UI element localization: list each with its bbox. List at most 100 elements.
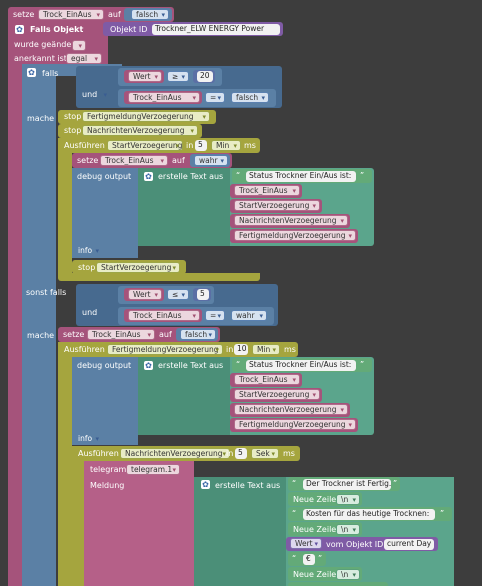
ack-dropdown[interactable]: egal [66, 53, 102, 64]
item-dropdown[interactable]: StartVerzoegerung [234, 200, 320, 211]
timer-start-dropdown[interactable]: StartVerzoegerung [107, 140, 183, 151]
stop-label: stop [64, 112, 82, 121]
telegram-block[interactable] [84, 461, 194, 586]
timer-fertig-dropdown[interactable]: FertigmeldungVerzoegerung [107, 344, 223, 355]
false-dropdown[interactable]: falsch [231, 92, 269, 103]
num-20[interactable]: 20 [197, 71, 213, 82]
timer-start-dropdown[interactable]: StartVerzoegerung [96, 262, 180, 273]
status-text[interactable]: Status Trockner Ein/Aus ist: [246, 171, 356, 182]
setze-label: setze [77, 156, 99, 165]
ms-label: ms [283, 449, 295, 458]
timer-nachricht-dropdown[interactable]: NachrichtenVerzoegerung [120, 448, 230, 459]
in-label: in [226, 449, 234, 458]
item-dropdown[interactable]: Trock_EinAus [234, 185, 300, 196]
item-dropdown[interactable]: NachrichtenVerzoegerung [234, 404, 348, 415]
trigger-block-spine[interactable] [8, 22, 22, 586]
num-5[interactable]: 5 [197, 289, 209, 300]
true-dropdown[interactable]: wahr [194, 155, 228, 166]
timer-nachricht-dropdown[interactable]: NachrichtenVerzoegerung [82, 125, 198, 136]
gear-icon[interactable]: ✿ [27, 68, 36, 77]
op-eq-dropdown[interactable]: = [205, 92, 225, 103]
mache-label: mache [27, 114, 55, 123]
duration-5[interactable]: 5 [195, 140, 207, 151]
debug-label: debug output [77, 361, 132, 370]
status-text[interactable]: Status Trockner Ein/Aus ist: [246, 360, 356, 371]
quote-icon: “ [292, 554, 297, 563]
run-timer-spine-2[interactable] [72, 446, 84, 586]
duration-10[interactable]: 10 [234, 344, 248, 355]
unit-min-dropdown[interactable]: Min [211, 140, 241, 151]
quote-icon: “ [292, 479, 297, 488]
debug-block[interactable] [72, 168, 138, 258]
gear-icon[interactable]: ✿ [144, 361, 153, 370]
var-trock-dropdown[interactable]: Trock_EinAus [100, 155, 168, 166]
newline-dropdown[interactable]: \n [336, 494, 360, 505]
run-timer-spine[interactable] [58, 342, 72, 586]
if-block-spine[interactable] [22, 64, 56, 586]
debug-block[interactable] [72, 357, 138, 445]
set-keyword: setze [13, 10, 35, 19]
wert-dropdown[interactable]: Wert [128, 289, 162, 300]
item-dropdown[interactable]: NachrichtenVerzoegerung [234, 215, 348, 226]
auf-label: auf [108, 10, 121, 19]
unit-min-dropdown[interactable]: Min [252, 344, 280, 355]
timer-fertig-dropdown[interactable]: FertigmeldungVerzoegerung [82, 111, 210, 122]
run-timer-spine[interactable] [58, 138, 72, 278]
msg1-text[interactable]: Der Trockner ist Fertig. [303, 479, 391, 490]
false-dropdown[interactable]: falsch [131, 9, 169, 20]
ms-label: ms [244, 141, 256, 150]
var-trock-dropdown[interactable]: Trock_EinAus [128, 92, 200, 103]
create-text-label: erstelle Text aus [158, 361, 224, 370]
op-ge-dropdown[interactable]: ≥ [167, 71, 189, 82]
item-dropdown[interactable]: FertigmeldungVerzoegerung [234, 230, 356, 241]
object-current-day[interactable]: current Day [384, 539, 434, 550]
variable-dropdown[interactable]: Trock_EinAus [38, 9, 104, 20]
false-dropdown[interactable]: falsch [180, 329, 216, 340]
object-id-label: Objekt ID [110, 25, 148, 34]
stop-label: stop [64, 126, 82, 135]
mache-label: mache [27, 331, 55, 340]
object-id-value[interactable]: Trockner_ELW ENERGY Power [152, 24, 280, 35]
telegram-instance-dropdown[interactable]: telegram.1 [126, 464, 180, 475]
info-dropdown[interactable]: info [74, 434, 102, 445]
und-dropdown-arrow[interactable] [80, 90, 110, 101]
item-dropdown[interactable]: StartVerzoegerung [234, 389, 320, 400]
wert-dropdown[interactable]: Wert [128, 71, 162, 82]
newline-dropdown[interactable]: \n [336, 569, 360, 580]
item-dropdown[interactable]: Trock_EinAus [234, 374, 300, 385]
stop-label: stop [78, 263, 96, 272]
newline-dropdown[interactable]: \n [336, 524, 360, 535]
in-label: in [186, 141, 194, 150]
info-dropdown[interactable]: info [74, 246, 102, 257]
op-eq-dropdown[interactable]: = [205, 310, 225, 321]
create-text-label: erstelle Text aus [215, 481, 281, 490]
quote-icon: ” [440, 509, 445, 518]
create-text-spine[interactable] [138, 168, 230, 246]
text-block-partial[interactable] [288, 582, 388, 586]
item-dropdown[interactable]: FertigmeldungVerzoegerung [234, 419, 356, 430]
gear-icon[interactable]: ✿ [201, 480, 210, 489]
changed-dropdown[interactable] [72, 40, 86, 51]
create-text-label: erstelle Text aus [158, 172, 224, 181]
true-dropdown[interactable]: wahr [231, 310, 267, 321]
unit-sek-dropdown[interactable]: Sek [251, 448, 279, 459]
var-trock-dropdown[interactable]: Trock_EinAus [87, 329, 155, 340]
falls-label: falls [42, 69, 59, 78]
create-text-spine[interactable] [194, 477, 286, 586]
euro-text[interactable]: € [303, 554, 315, 565]
run-timer-bottom[interactable] [58, 273, 260, 281]
duration-5[interactable]: 5 [235, 448, 247, 459]
quote-icon: “ [292, 509, 297, 518]
wert-dropdown[interactable]: Wert [290, 538, 322, 549]
create-text-spine[interactable] [138, 357, 230, 435]
meldung-label: Meldung [90, 481, 125, 490]
msg2-text[interactable]: Kosten für das heutige Trocknen: [303, 509, 435, 520]
und-dropdown[interactable]: und [82, 308, 98, 317]
quote-icon: ” [318, 554, 323, 563]
gear-icon[interactable]: ✿ [144, 172, 153, 181]
op-le-dropdown[interactable]: ≤ [167, 289, 189, 300]
var-trock-dropdown[interactable]: Trock_EinAus [128, 310, 200, 321]
setze-label: setze [63, 330, 85, 339]
gear-icon[interactable]: ✿ [15, 25, 24, 34]
quote-icon: ” [360, 171, 365, 180]
